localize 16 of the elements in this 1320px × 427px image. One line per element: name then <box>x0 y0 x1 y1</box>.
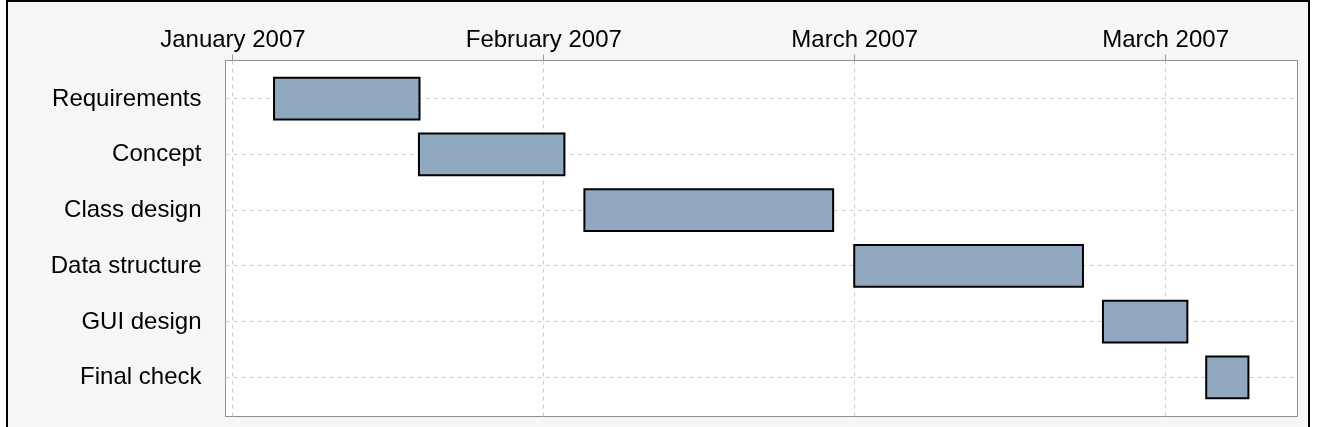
x-tick-label: January 2007 <box>160 24 306 52</box>
x-tick-label: March 2007 <box>791 24 919 52</box>
y-tick-label: Final check <box>80 362 203 390</box>
y-tick-label: Data structure <box>50 250 202 278</box>
bar <box>1101 299 1189 344</box>
y-tick-label: GUI design <box>81 306 202 334</box>
bar <box>273 76 421 121</box>
bar <box>1205 355 1250 400</box>
y-tick-label: Concept <box>112 139 202 167</box>
x-tick-label: March 2007 <box>1102 24 1230 52</box>
y-tick-label: Class design <box>64 195 202 223</box>
bar <box>583 188 835 233</box>
bar <box>417 132 566 177</box>
bar <box>853 243 1084 288</box>
x-tick-label: February 2007 <box>465 24 622 52</box>
y-tick-label: Requirements <box>52 83 202 111</box>
